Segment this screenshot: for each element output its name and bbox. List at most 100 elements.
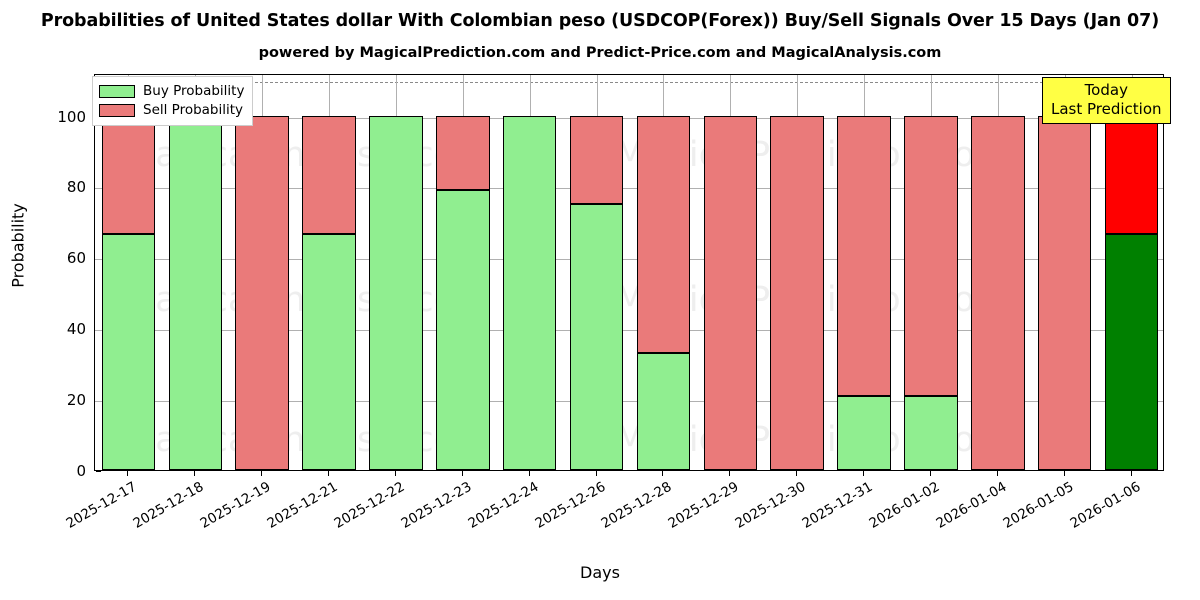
x-tick-label: 2025-12-29 — [665, 478, 742, 532]
bar-stack[interactable] — [1104, 75, 1159, 470]
bar-stack[interactable] — [502, 75, 557, 470]
bar-segment-sell[interactable] — [569, 115, 624, 205]
legend-item[interactable]: Buy Probability — [99, 82, 244, 101]
x-tick-mark — [796, 471, 797, 476]
bar-stack[interactable] — [837, 75, 891, 470]
bar-segment-sell[interactable] — [703, 115, 758, 470]
x-tick-label: 2025-12-18 — [130, 478, 207, 532]
plot-inner: MagicalAnalysis.comMagicalPrediction.com… — [95, 75, 1163, 470]
bar-segment-sell[interactable] — [636, 115, 691, 354]
plot-area: MagicalAnalysis.comMagicalPrediction.com… — [94, 74, 1164, 471]
bar-segment-sell[interactable] — [235, 115, 289, 470]
gridline-horizontal — [95, 117, 1163, 119]
x-tick-label: 2026-01-05 — [1000, 478, 1077, 532]
bar-stack[interactable] — [636, 75, 691, 470]
bar-stack[interactable] — [235, 75, 289, 470]
x-tick-mark — [997, 471, 998, 476]
bar-stack[interactable] — [971, 75, 1025, 470]
x-tick-mark — [395, 471, 396, 476]
y-axis-label: Probability — [8, 203, 28, 288]
y-tick-label: 100 — [57, 107, 86, 126]
bar-segment-sell[interactable] — [101, 115, 156, 234]
x-tick-mark — [596, 471, 597, 476]
x-tick-mark — [194, 471, 195, 476]
x-tick-label: 2025-12-22 — [331, 478, 408, 532]
chart-subtitle: powered by MagicalPrediction.com and Pre… — [258, 45, 942, 61]
bar-segment-buy[interactable] — [569, 204, 624, 470]
y-tick-label: 80 — [66, 178, 86, 197]
bar-stack[interactable] — [101, 75, 156, 470]
bar-stack[interactable] — [569, 75, 624, 470]
y-axis-ticks: 0 20 40 60 80 100 — [8, 74, 101, 480]
gridline-horizontal — [95, 401, 1163, 403]
today-annotation-line2: Last Prediction — [1051, 100, 1162, 118]
bar-segment-sell[interactable] — [837, 115, 891, 396]
page-title: Probabilities of United States dollar Wi… — [40, 11, 1160, 31]
bar-stack[interactable] — [904, 75, 958, 470]
bar-stack[interactable] — [369, 75, 423, 470]
bar-segment-buy[interactable] — [168, 115, 223, 470]
today-annotation: Today Last Prediction — [1042, 77, 1171, 124]
dashed-reference-line — [95, 82, 1163, 84]
bar-segment-sell[interactable] — [971, 115, 1025, 470]
x-tick-mark — [930, 471, 931, 476]
legend-label: Buy Probability — [143, 83, 245, 99]
legend-label: Sell Probability — [143, 102, 244, 118]
x-tick-label: 2025-12-21 — [264, 478, 341, 532]
x-tick-label: 2025-12-19 — [197, 478, 274, 532]
bar-segment-buy[interactable] — [904, 395, 958, 470]
y-tick-mark — [96, 471, 101, 472]
bar-segment-sell[interactable] — [436, 115, 490, 190]
y-tick-label: 20 — [66, 391, 86, 410]
gridline-horizontal — [95, 259, 1163, 261]
y-tick-label: 60 — [66, 249, 86, 268]
x-tick-mark — [261, 471, 262, 476]
legend-swatch-icon — [99, 85, 135, 98]
x-tick-mark — [729, 471, 730, 476]
today-annotation-line1: Today — [1084, 81, 1128, 99]
x-tick-label: 2026-01-02 — [866, 478, 943, 532]
legend-item[interactable]: Sell Probability — [99, 101, 244, 120]
y-tick-label: 0 — [76, 462, 86, 480]
bar-segment-sell[interactable] — [1037, 115, 1092, 470]
bar-segment-buy[interactable] — [436, 189, 490, 470]
x-tick-label: 2026-01-04 — [933, 478, 1010, 532]
bar-segment-buy[interactable] — [101, 233, 156, 470]
bar-stack[interactable] — [770, 75, 824, 470]
x-tick-label: 2025-12-26 — [532, 478, 608, 532]
x-tick-label: 2025-12-28 — [598, 478, 675, 532]
x-tick-mark — [863, 471, 864, 476]
bar-stack[interactable] — [168, 75, 223, 470]
bar-stack[interactable] — [703, 75, 758, 470]
bar-stack[interactable] — [436, 75, 490, 470]
x-tick-label: 2025-12-23 — [398, 478, 475, 532]
bar-segment-buy[interactable] — [837, 395, 891, 470]
x-tick-mark — [529, 471, 530, 476]
x-tick-mark — [127, 471, 128, 476]
legend-swatch-icon — [99, 104, 135, 117]
bar-segment-sell[interactable] — [1104, 115, 1159, 234]
bar-segment-buy[interactable] — [1104, 233, 1159, 470]
bar-stack[interactable] — [1037, 75, 1092, 470]
bar-segment-buy[interactable] — [502, 115, 557, 470]
bar-segment-buy[interactable] — [302, 233, 356, 470]
gridline-horizontal — [95, 188, 1163, 190]
bar-segment-buy[interactable] — [369, 115, 423, 470]
x-tick-mark — [662, 471, 663, 476]
x-tick-mark — [1064, 471, 1065, 476]
x-tick-mark — [462, 471, 463, 476]
gridline-horizontal — [95, 330, 1163, 332]
x-axis-label: Days — [580, 563, 620, 582]
bar-segment-sell[interactable] — [904, 115, 958, 396]
y-tick-label: 40 — [66, 320, 86, 339]
bar-segment-sell[interactable] — [302, 115, 356, 234]
x-tick-mark — [328, 471, 329, 476]
chart-legend: Buy Probability Sell Probability — [92, 76, 254, 126]
x-tick-label: 2025-12-31 — [799, 478, 876, 532]
bar-segment-buy[interactable] — [636, 353, 691, 470]
x-tick-label: 2026-01-06 — [1067, 478, 1143, 532]
bar-stack[interactable] — [302, 75, 356, 470]
x-tick-label: 2025-12-17 — [63, 478, 140, 532]
bar-segment-sell[interactable] — [770, 115, 824, 470]
